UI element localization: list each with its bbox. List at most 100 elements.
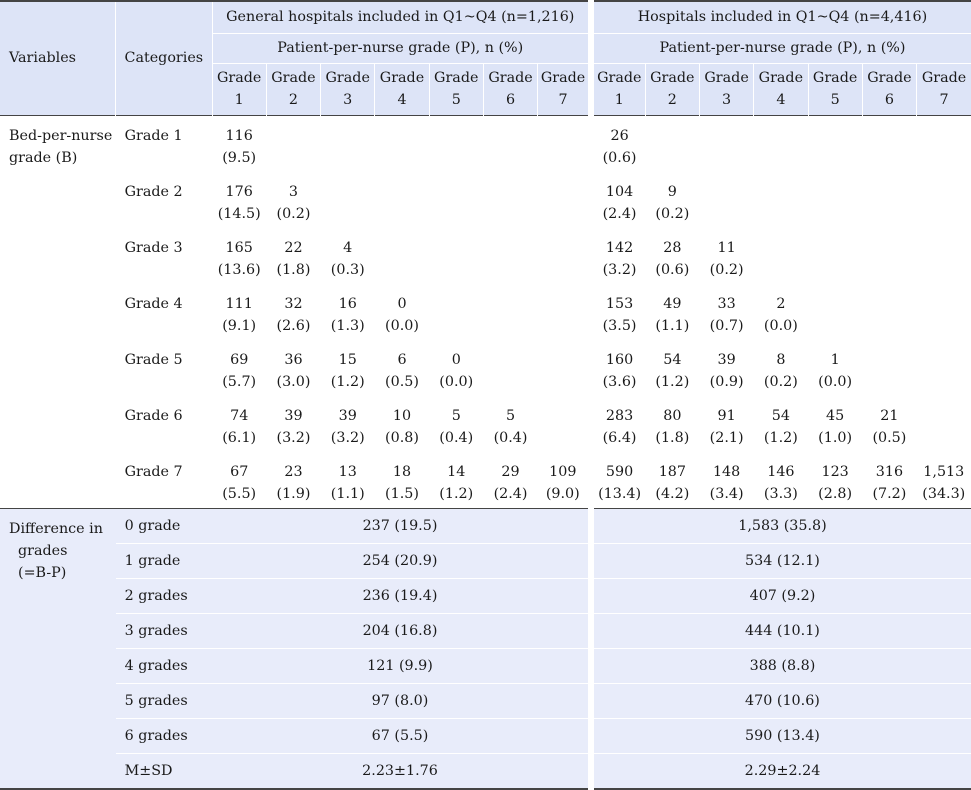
grade-word: Grade [597, 70, 642, 86]
data-cell: 91 (2.1) [699, 396, 753, 452]
data-cell: 11 (0.2) [699, 228, 753, 284]
cell-percent: (0.6) [602, 149, 637, 166]
cell-count: 91 [717, 407, 736, 424]
data-cell [808, 115, 862, 172]
cell-percent: (6.4) [602, 429, 637, 446]
data-cell: 9 (0.2) [645, 172, 699, 228]
cell-content: 160 (3.6) [594, 340, 645, 393]
cell-count: 14 [447, 463, 466, 480]
data-cell [862, 228, 916, 284]
grade-word: Grade [325, 70, 370, 86]
cell-percent: (3.5) [602, 317, 637, 334]
category-label: Grade 3 [124, 239, 183, 256]
grade-number: 4 [776, 92, 786, 108]
cell-count: 4 [343, 239, 353, 256]
cell-count: 5 [505, 407, 516, 424]
cell-count: 316 [875, 463, 904, 480]
cell-percent: (3.2) [602, 261, 637, 278]
cell-percent: (1.2) [330, 373, 365, 390]
grade-column-header: Grade 7 [538, 63, 591, 115]
cell-count: 590 [605, 463, 634, 480]
data-cell: 5 (0.4) [483, 396, 537, 452]
table-row: 5 grades 97 (8.0) 470 (10.6) [0, 682, 971, 718]
grade-number: 1 [614, 92, 624, 108]
data-cell: 32 (2.6) [266, 284, 320, 340]
cell-content: 5 (0.4) [429, 396, 483, 449]
cell-content: 590 (13.4) [594, 452, 645, 505]
data-cell [321, 172, 375, 228]
cell-percent: (0.0) [439, 373, 474, 390]
table-row: Grade 6 74 (6.1) 39 (3.2) 39 (3.2) 10 (0.8) 5 (0.4… [0, 395, 971, 452]
data-cell [808, 172, 862, 228]
table-row: Grade 4 111 (9.1) 32 (2.6) 16 (1.3) 0 (0.0) 153 (3… [0, 283, 971, 340]
cell-percent: (5.7) [222, 373, 257, 390]
header-categories: Categories [115, 1, 213, 115]
data-cell [917, 396, 971, 452]
cell-count: 13 [338, 463, 357, 480]
cell-count: 74 [230, 407, 249, 424]
grade-number: 6 [505, 92, 516, 108]
grade-column-header: Grade 1 [587, 63, 646, 115]
grade-column-header: Grade 2 [645, 63, 700, 115]
cell-count: 67 [230, 463, 249, 480]
cell-content: 14 (1.2) [429, 452, 483, 505]
data-cell: 165 (13.6) [212, 228, 266, 284]
table-row: 6 grades 67 (5.5) 590 (13.4) [0, 717, 971, 753]
cell-content: 6 (0.5) [375, 340, 429, 393]
cell-percent: (0.5) [385, 373, 419, 390]
data-cell [862, 284, 916, 340]
cell-count: 22 [284, 239, 303, 256]
data-cell: 39 (0.9) [699, 340, 753, 396]
cell-percent: (1.2) [439, 485, 474, 502]
cell-count: 146 [767, 463, 795, 480]
cell-count: 109 [549, 463, 577, 480]
grade-word: Grade [867, 70, 912, 86]
cell-count: 153 [605, 295, 634, 312]
cell-percent: (1.8) [276, 261, 311, 278]
category-label: 6 grades [115, 717, 213, 753]
data-cell: 590 (13.4) [587, 451, 646, 508]
cell-content: 33 (0.7) [699, 284, 753, 337]
data-cell: 116 (9.5) [212, 115, 266, 172]
cell-percent: (0.0) [818, 373, 853, 390]
cell-content: 1,513 (34.3) [917, 452, 971, 505]
group1-value: 121 (9.9) [212, 647, 591, 683]
data-cell [375, 115, 429, 172]
category-label: 4 grades [115, 647, 213, 683]
group1-value: 97 (8.0) [212, 682, 591, 718]
cell-percent: (1.9) [276, 485, 311, 502]
data-cell [429, 228, 483, 284]
cell-content: 26 (0.6) [594, 116, 645, 169]
data-cell [429, 172, 483, 228]
cell-percent: (0.5) [872, 429, 907, 446]
data-cell: 104 (2.4) [587, 171, 646, 228]
data-cell: 2 (0.0) [754, 284, 808, 340]
grade-word: Grade [216, 70, 262, 86]
cell-count: 45 [826, 407, 845, 424]
cell-percent: (9.1) [222, 317, 257, 334]
table-row: Difference in grades (=B-P) 0 grade 237 (19.… [0, 508, 971, 581]
grade-column-header: Grade 4 [753, 63, 809, 115]
data-cell: 45 (1.0) [808, 396, 862, 452]
data-cell [483, 340, 537, 396]
cell-percent: (3.4) [709, 485, 744, 502]
variable-label: Difference in grades (=B-P) [0, 508, 116, 789]
cell-count: 54 [771, 407, 790, 424]
cell-percent: (0.8) [385, 429, 419, 446]
data-cell [429, 284, 483, 340]
cell-content: 142 (3.2) [594, 228, 645, 281]
data-cell [645, 115, 699, 172]
cell-content: 146 (3.3) [754, 452, 808, 505]
cell-percent: (2.4) [602, 205, 637, 222]
cell-count: 116 [225, 127, 253, 144]
data-cell: 33 (0.7) [699, 284, 753, 340]
table-row: M±SD 2.23±1.76 2.29±2.24 [0, 752, 971, 789]
data-cell [429, 115, 483, 172]
data-cell: 0 (0.0) [429, 340, 483, 396]
cell-content: 21 (0.5) [862, 396, 916, 449]
group1-value: 236 (19.4) [212, 577, 591, 613]
data-cell [917, 228, 971, 284]
cell-count: 1,513 [923, 463, 965, 480]
cell-count: 33 [717, 295, 736, 312]
variable-label: Bed-per-nurse grade (B) [9, 127, 113, 166]
